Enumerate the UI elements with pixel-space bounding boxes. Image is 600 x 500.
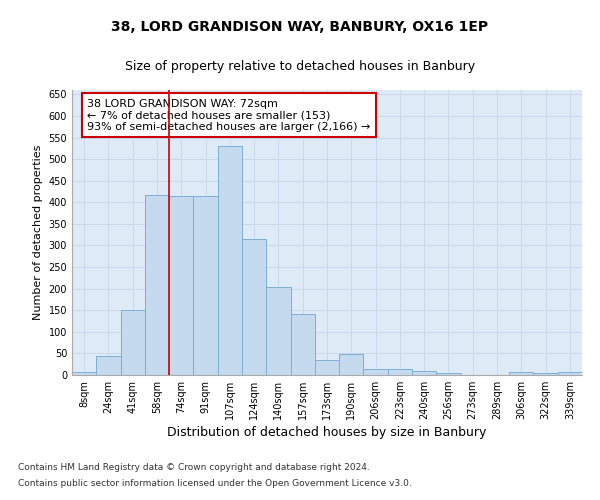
Bar	[266, 288, 290, 375]
Bar	[290, 314, 315, 375]
Text: 38 LORD GRANDISON WAY: 72sqm
← 7% of detached houses are smaller (153)
93% of se: 38 LORD GRANDISON WAY: 72sqm ← 7% of det…	[88, 98, 371, 132]
Text: Contains HM Land Registry data © Crown copyright and database right 2024.: Contains HM Land Registry data © Crown c…	[18, 464, 370, 472]
Bar	[145, 194, 169, 375]
Y-axis label: Number of detached properties: Number of detached properties	[33, 145, 43, 320]
Bar	[169, 196, 193, 375]
Text: Size of property relative to detached houses in Banbury: Size of property relative to detached ho…	[125, 60, 475, 73]
X-axis label: Distribution of detached houses by size in Banbury: Distribution of detached houses by size …	[167, 426, 487, 439]
Bar	[315, 360, 339, 375]
Bar	[72, 372, 96, 375]
Bar	[412, 371, 436, 375]
Text: Contains public sector information licensed under the Open Government Licence v3: Contains public sector information licen…	[18, 478, 412, 488]
Bar	[509, 372, 533, 375]
Bar	[193, 196, 218, 375]
Bar	[218, 146, 242, 375]
Bar	[242, 239, 266, 375]
Bar	[339, 354, 364, 375]
Bar	[533, 373, 558, 375]
Bar	[96, 356, 121, 375]
Bar	[364, 368, 388, 375]
Text: 38, LORD GRANDISON WAY, BANBURY, OX16 1EP: 38, LORD GRANDISON WAY, BANBURY, OX16 1E…	[112, 20, 488, 34]
Bar	[121, 310, 145, 375]
Bar	[388, 370, 412, 375]
Bar	[558, 372, 582, 375]
Bar	[436, 374, 461, 375]
